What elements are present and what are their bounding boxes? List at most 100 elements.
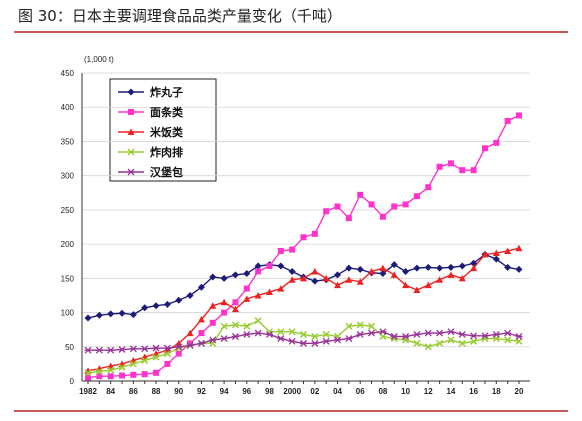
data-point (516, 112, 522, 119)
data-point (220, 298, 228, 306)
data-point (300, 234, 307, 241)
data-point (493, 139, 500, 146)
y-tick-label: 100 (61, 309, 75, 318)
data-point (107, 373, 114, 380)
data-point (288, 276, 296, 283)
data-point (311, 277, 319, 285)
data-point (311, 267, 319, 275)
data-point (504, 117, 511, 124)
data-point (379, 270, 387, 278)
data-point (515, 333, 523, 340)
data-point (84, 314, 92, 322)
data-point (424, 263, 432, 271)
data-point (84, 369, 92, 377)
data-point (504, 329, 512, 337)
data-point (492, 255, 500, 263)
data-point (243, 270, 251, 278)
data-point (459, 167, 466, 174)
x-tick-label: 20 (515, 387, 524, 396)
x-tick-label: 14 (446, 387, 455, 396)
data-point (119, 372, 126, 379)
data-point (436, 339, 444, 347)
data-point (175, 343, 183, 351)
data-point (311, 332, 319, 341)
data-point (436, 264, 444, 272)
data-point (345, 322, 353, 330)
data-point (141, 304, 149, 312)
data-point (197, 283, 205, 291)
data-point (504, 336, 512, 344)
data-point (379, 328, 387, 336)
data-point (277, 247, 284, 254)
y-unit: (1,000 t) (84, 55, 114, 64)
legend-label: 炸肉排 (150, 145, 183, 159)
y-tick-label: 150 (61, 274, 75, 283)
data-point (413, 330, 421, 338)
data-point (107, 346, 115, 354)
data-point (334, 203, 341, 210)
data-point (232, 299, 239, 306)
data-point (368, 322, 376, 330)
data-point (492, 249, 500, 257)
data-point (85, 374, 91, 381)
data-point (425, 184, 432, 191)
data-point (254, 317, 262, 325)
data-point (152, 344, 160, 352)
data-point (243, 295, 251, 302)
data-point (277, 262, 285, 270)
data-point (334, 271, 342, 279)
data-point (254, 291, 262, 299)
data-point (265, 288, 273, 296)
legend-marker (127, 168, 135, 176)
data-point (311, 339, 319, 347)
data-point (470, 332, 478, 340)
data-point (424, 329, 432, 337)
data-point (322, 330, 330, 338)
data-point (424, 281, 432, 289)
data-point (118, 346, 126, 353)
data-point (243, 330, 251, 338)
data-point (402, 201, 409, 208)
data-point (95, 346, 103, 354)
data-point (345, 335, 353, 343)
data-point (277, 285, 285, 292)
data-point (209, 273, 217, 281)
data-point (402, 281, 410, 289)
data-point (175, 296, 183, 304)
data-point (243, 322, 251, 330)
data-point (515, 265, 523, 273)
data-point (504, 247, 512, 254)
legend-label: 面条类 (150, 105, 184, 119)
data-point (368, 329, 376, 337)
data-point (458, 330, 466, 338)
data-point (243, 285, 250, 292)
data-point (265, 330, 273, 338)
data-point (424, 343, 432, 351)
data-point (402, 267, 410, 275)
data-point (481, 335, 489, 343)
x-tick-label: 98 (265, 387, 274, 396)
data-point (322, 337, 330, 345)
y-tick-label: 50 (65, 343, 74, 352)
data-point (300, 274, 307, 282)
data-point (413, 264, 421, 272)
data-point (129, 360, 137, 368)
legend-marker (127, 148, 135, 156)
data-point (96, 373, 103, 380)
x-tick-label: 88 (152, 387, 161, 396)
data-point (141, 345, 149, 353)
data-point (289, 246, 296, 253)
x-tick-label: 02 (310, 387, 319, 396)
data-point (379, 264, 387, 272)
data-point (187, 340, 194, 347)
data-point (300, 339, 307, 347)
x-tick-label: 18 (492, 387, 501, 396)
data-point (436, 276, 444, 283)
data-point (254, 262, 262, 270)
data-point (334, 281, 342, 289)
data-point (288, 337, 296, 345)
x-tick-label: 04 (333, 387, 342, 396)
series-line (87, 253, 520, 319)
data-point (356, 330, 364, 338)
data-point (391, 203, 398, 210)
